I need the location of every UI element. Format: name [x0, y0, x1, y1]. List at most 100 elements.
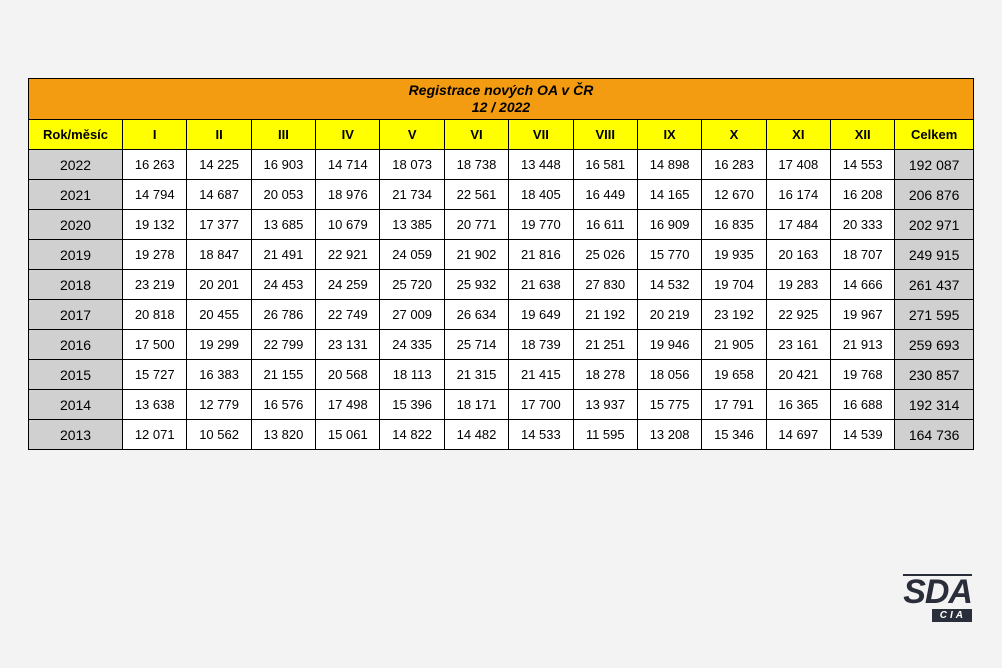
data-cell: 16 611	[573, 210, 637, 240]
data-cell: 14 822	[380, 420, 444, 450]
data-cell: 14 666	[830, 270, 894, 300]
data-cell: 14 539	[830, 420, 894, 450]
data-cell: 10 562	[187, 420, 251, 450]
data-cell: 17 408	[766, 150, 830, 180]
year-cell: 2015	[29, 360, 123, 390]
header-year: Rok/měsíc	[29, 120, 123, 150]
total-cell: 259 693	[895, 330, 974, 360]
table-row: 202216 26314 22516 90314 71418 07318 738…	[29, 150, 974, 180]
data-cell: 18 847	[187, 240, 251, 270]
header-month: X	[702, 120, 766, 150]
data-cell: 16 208	[830, 180, 894, 210]
total-cell: 249 915	[895, 240, 974, 270]
data-cell: 16 383	[187, 360, 251, 390]
data-cell: 20 818	[123, 300, 187, 330]
registrations-table: Registrace nových OA v ČR 12 / 2022 Rok/…	[28, 78, 974, 450]
data-cell: 21 816	[509, 240, 573, 270]
year-cell: 2022	[29, 150, 123, 180]
data-cell: 15 727	[123, 360, 187, 390]
data-cell: 18 278	[573, 360, 637, 390]
data-cell: 16 283	[702, 150, 766, 180]
data-cell: 14 794	[123, 180, 187, 210]
data-cell: 19 299	[187, 330, 251, 360]
year-cell: 2016	[29, 330, 123, 360]
data-cell: 12 071	[123, 420, 187, 450]
data-cell: 17 377	[187, 210, 251, 240]
header-month: III	[251, 120, 315, 150]
table-row: 202019 13217 37713 68510 67913 38520 771…	[29, 210, 974, 240]
data-cell: 21 913	[830, 330, 894, 360]
data-cell: 22 921	[316, 240, 380, 270]
total-cell: 230 857	[895, 360, 974, 390]
data-cell: 16 909	[637, 210, 701, 240]
table-row: 201515 72716 38321 15520 56818 11321 315…	[29, 360, 974, 390]
data-cell: 14 532	[637, 270, 701, 300]
data-cell: 21 155	[251, 360, 315, 390]
data-cell: 18 073	[380, 150, 444, 180]
data-cell: 15 346	[702, 420, 766, 450]
data-cell: 16 903	[251, 150, 315, 180]
data-cell: 18 738	[444, 150, 508, 180]
table-row: 201919 27818 84721 49122 92124 05921 902…	[29, 240, 974, 270]
data-cell: 13 820	[251, 420, 315, 450]
data-cell: 14 687	[187, 180, 251, 210]
data-cell: 20 455	[187, 300, 251, 330]
data-cell: 18 976	[316, 180, 380, 210]
data-cell: 21 734	[380, 180, 444, 210]
data-cell: 27 830	[573, 270, 637, 300]
table-body: 202216 26314 22516 90314 71418 07318 738…	[29, 150, 974, 450]
data-cell: 26 634	[444, 300, 508, 330]
data-cell: 13 638	[123, 390, 187, 420]
data-cell: 18 113	[380, 360, 444, 390]
data-cell: 19 658	[702, 360, 766, 390]
data-cell: 23 161	[766, 330, 830, 360]
data-cell: 20 421	[766, 360, 830, 390]
data-cell: 18 171	[444, 390, 508, 420]
header-month: XI	[766, 120, 830, 150]
year-cell: 2021	[29, 180, 123, 210]
data-cell: 19 768	[830, 360, 894, 390]
year-cell: 2013	[29, 420, 123, 450]
data-cell: 14 898	[637, 150, 701, 180]
data-cell: 17 700	[509, 390, 573, 420]
data-cell: 24 259	[316, 270, 380, 300]
data-cell: 18 405	[509, 180, 573, 210]
data-cell: 25 720	[380, 270, 444, 300]
data-cell: 19 935	[702, 240, 766, 270]
data-cell: 14 697	[766, 420, 830, 450]
data-cell: 17 484	[766, 210, 830, 240]
data-cell: 20 163	[766, 240, 830, 270]
data-cell: 16 835	[702, 210, 766, 240]
data-cell: 19 946	[637, 330, 701, 360]
data-cell: 18 707	[830, 240, 894, 270]
year-cell: 2018	[29, 270, 123, 300]
data-cell: 13 685	[251, 210, 315, 240]
data-cell: 17 498	[316, 390, 380, 420]
data-cell: 23 192	[702, 300, 766, 330]
data-cell: 19 770	[509, 210, 573, 240]
data-cell: 20 053	[251, 180, 315, 210]
data-cell: 22 799	[251, 330, 315, 360]
logo-main-text: SDA	[903, 574, 972, 608]
header-row: Rok/měsíc I II III IV V VI VII VIII IX X…	[29, 120, 974, 150]
data-cell: 21 905	[702, 330, 766, 360]
data-cell: 23 131	[316, 330, 380, 360]
title-row: Registrace nových OA v ČR 12 / 2022	[29, 79, 974, 120]
data-cell: 24 453	[251, 270, 315, 300]
table-row: 201823 21920 20124 45324 25925 72025 932…	[29, 270, 974, 300]
total-cell: 271 595	[895, 300, 974, 330]
total-cell: 192 314	[895, 390, 974, 420]
table-row: 201720 81820 45526 78622 74927 00926 634…	[29, 300, 974, 330]
data-cell: 13 937	[573, 390, 637, 420]
data-cell: 11 595	[573, 420, 637, 450]
data-cell: 16 581	[573, 150, 637, 180]
data-cell: 16 263	[123, 150, 187, 180]
total-cell: 164 736	[895, 420, 974, 450]
header-month: II	[187, 120, 251, 150]
data-cell: 17 500	[123, 330, 187, 360]
table-row: 201617 50019 29922 79923 13124 33525 714…	[29, 330, 974, 360]
data-cell: 19 649	[509, 300, 573, 330]
data-cell: 21 902	[444, 240, 508, 270]
data-cell: 13 448	[509, 150, 573, 180]
data-cell: 17 791	[702, 390, 766, 420]
